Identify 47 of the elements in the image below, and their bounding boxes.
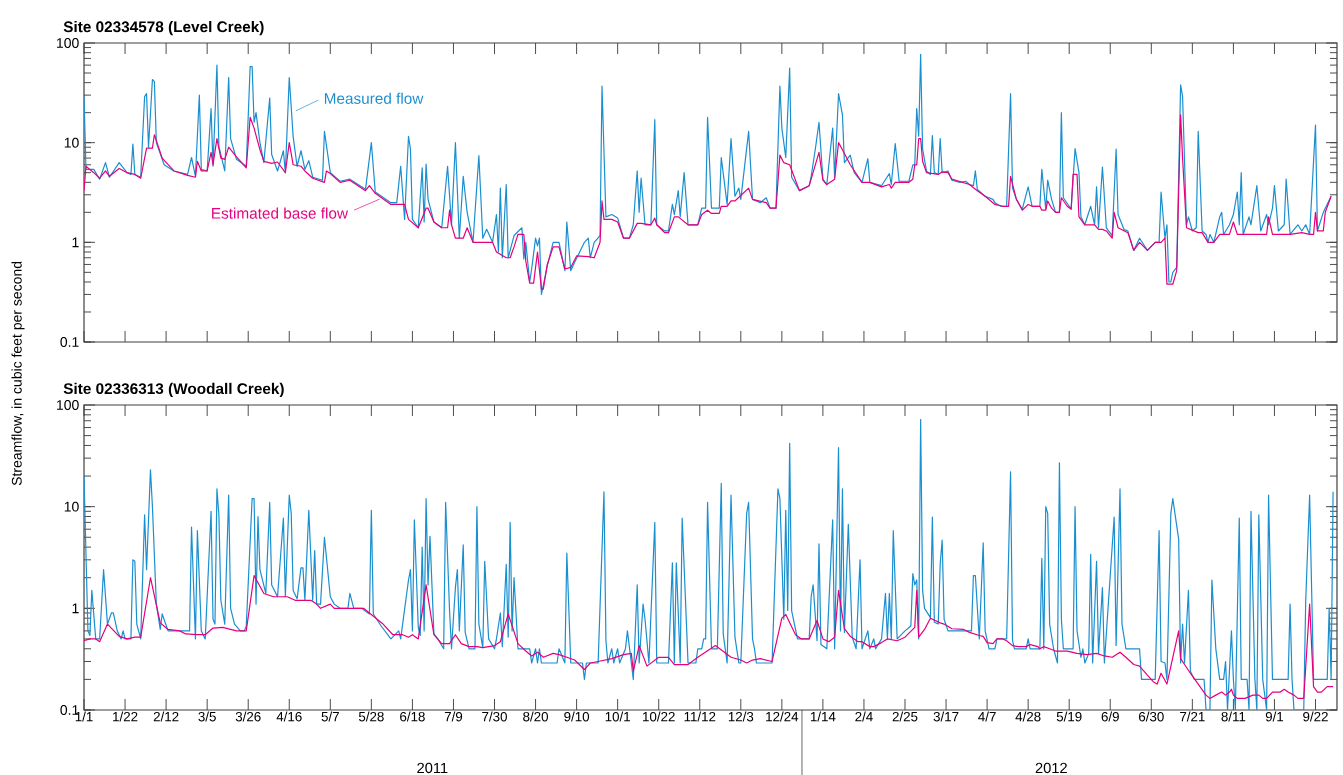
x-tick-label: 5/7	[321, 711, 339, 722]
x-tick-label: 12/3	[728, 711, 754, 722]
x-tick-label: 9/1	[1265, 711, 1284, 722]
x-tick-label: 2/4	[855, 711, 873, 722]
y-tick-label: 10	[64, 501, 79, 512]
chart-title: Site 02334578 (Level Creek)	[63, 20, 264, 36]
legend-label: Measured flow	[324, 92, 424, 104]
text: 2011	[417, 762, 448, 774]
x-tick-label: 4/7	[978, 711, 996, 722]
line-series	[84, 418, 1334, 710]
x-tick-label: 3/26	[235, 711, 261, 722]
x-tick-label: 2/12	[153, 711, 179, 722]
x-tick-label: 4/28	[1015, 711, 1041, 722]
x-tick-label: 10/1	[605, 711, 630, 722]
x-tick-label: 9/10	[564, 711, 590, 722]
chart-title: Site 02336313 (Woodall Creek)	[63, 382, 284, 398]
y-tick-label: 10	[64, 137, 79, 148]
x-tick-label: 12/24	[766, 711, 799, 722]
x-tick-label: 7/21	[1180, 711, 1205, 722]
x-tick-label: 1/22	[113, 711, 138, 722]
line-series	[84, 574, 1334, 700]
y-tick-label: 100	[57, 38, 79, 48]
x-tick-label: 8/11	[1221, 711, 1246, 722]
y-axis-title: Streamflow, in cubic feet per second	[11, 261, 25, 486]
series-label: Estimated base flow	[212, 207, 349, 219]
y-tick-label: 1	[72, 603, 79, 614]
y-tick-label: 0.1	[60, 337, 79, 347]
x-tick-label: 6/9	[1101, 711, 1119, 722]
text: 2012	[1035, 762, 1067, 774]
x-tick-label: 11/12	[684, 711, 716, 722]
x-tick-label: 9/22	[1303, 711, 1328, 722]
x-tick-label: 6/18	[400, 711, 425, 722]
x-tick-label: 3/5	[198, 711, 216, 722]
x-tick-label: 5/28	[358, 711, 384, 722]
x-tick-label: 8/20	[523, 711, 549, 722]
x-tick-label: 7/30	[482, 711, 507, 722]
x-tick-label: 2/25	[892, 711, 918, 722]
x-tick-label: 4/16	[276, 711, 302, 722]
x-tick-label: 10/22	[643, 711, 675, 722]
line-series	[84, 53, 1332, 296]
x-tick-label: 1/14	[810, 711, 836, 722]
y-tick-label: 100	[57, 400, 79, 410]
x-tick-label: 5/19	[1056, 711, 1082, 722]
x-tick-label: 7/9	[444, 711, 463, 722]
x-tick-label: 6/30	[1138, 711, 1164, 722]
x-tick-label: 3/17	[933, 711, 959, 722]
y-tick-label: 1	[72, 237, 79, 248]
